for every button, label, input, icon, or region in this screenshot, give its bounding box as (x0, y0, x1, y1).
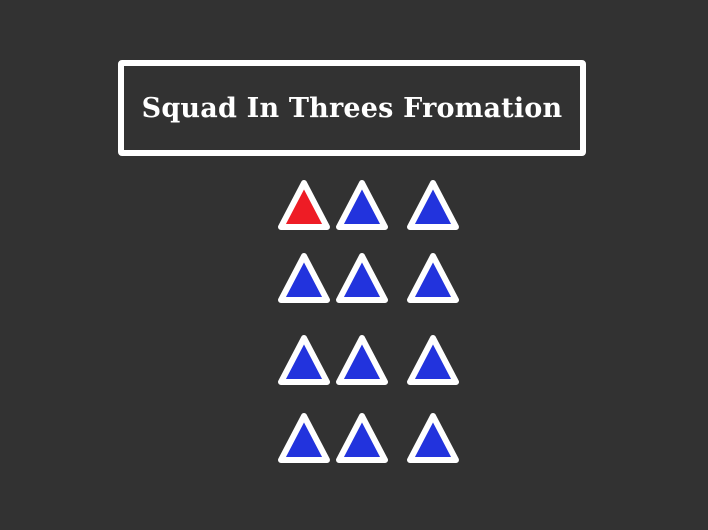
member-triangle-icon-r4c1 (278, 413, 330, 463)
member-triangle-icon-r3c1 (278, 335, 330, 385)
member-triangle-icon-r3c2 (336, 335, 388, 385)
title-box: Squad In Threes Fromation (118, 60, 586, 156)
member-triangle-icon-r3c3 (407, 335, 459, 385)
member-triangle-icon-r4c2 (336, 413, 388, 463)
member-triangle-icon-r2c3 (407, 253, 459, 303)
diagram-title: Squad In Threes Fromation (141, 92, 563, 124)
leader-triangle-icon-r1c1 (278, 180, 330, 230)
member-triangle-icon-r1c2 (336, 180, 388, 230)
member-triangle-icon-r1c3 (407, 180, 459, 230)
member-triangle-icon-r2c1 (278, 253, 330, 303)
member-triangle-icon-r4c3 (407, 413, 459, 463)
member-triangle-icon-r2c2 (336, 253, 388, 303)
